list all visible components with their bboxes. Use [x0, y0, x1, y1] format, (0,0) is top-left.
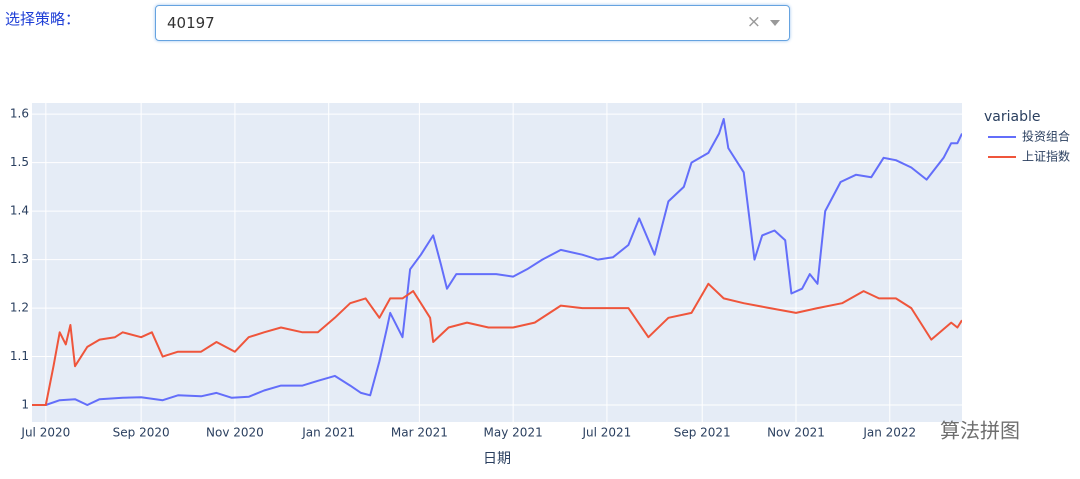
y-tick-label: 1.6	[10, 107, 29, 121]
dropdown-value: 40197	[167, 14, 215, 32]
plot-lines	[32, 118, 962, 406]
y-tick-label: 1.3	[10, 252, 29, 266]
x-tick-label: Jan 2021	[301, 426, 355, 440]
x-tick-label: May 2021	[484, 426, 543, 440]
x-tick-label: Jul 2020	[20, 426, 70, 440]
y-tick-label: 1	[21, 398, 29, 412]
y-tick-label: 1.4	[10, 204, 29, 218]
line	[32, 282, 962, 406]
x-tick-label: Jan 2022	[862, 426, 916, 440]
y-tick-label: 1.1	[10, 349, 29, 363]
line	[32, 118, 962, 406]
x-tick-label: Mar 2021	[391, 426, 448, 440]
legend-title: variable	[984, 109, 1040, 125]
watermark: 算法拼图	[940, 419, 1020, 443]
dropdown-arrow[interactable]	[770, 20, 780, 26]
x-tick-label: Nov 2021	[767, 426, 825, 440]
x-tick-label: Sep 2021	[674, 426, 731, 440]
legend-label: 投资组合	[1022, 129, 1070, 144]
y-tick-label: 1.2	[10, 301, 29, 315]
plot-background	[32, 103, 962, 422]
control-label: 选择策略：	[5, 10, 81, 28]
x-axis-title: 日期	[483, 451, 511, 467]
clear-button[interactable]: ×	[746, 12, 761, 32]
x-tick-label: Sep 2020	[113, 426, 170, 440]
strategy-dropdown[interactable]: 40197 ×	[155, 5, 790, 41]
y-tick-label: 1.5	[10, 155, 29, 169]
x-tick-label: Nov 2020	[206, 426, 264, 440]
legend-label: 上证指数	[1022, 149, 1070, 164]
x-tick-label: Jul 2021	[581, 426, 631, 440]
